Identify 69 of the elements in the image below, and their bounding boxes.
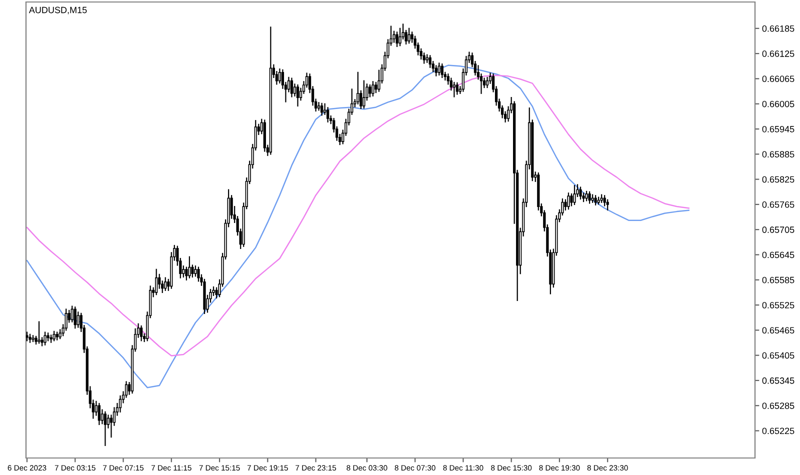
y-tick-label: 0.65705 (762, 226, 794, 233)
candlestick (98, 402, 101, 426)
candlestick (104, 411, 107, 446)
candlestick (362, 80, 366, 109)
y-tick-label: 0.65825 (762, 176, 794, 183)
candlestick (408, 28, 410, 44)
candlestick (573, 185, 576, 205)
y-tick-label: 0.66185 (762, 25, 794, 32)
candlestick (456, 82, 459, 95)
y-tick-label: 0.65285 (762, 402, 794, 409)
candlestick (185, 266, 188, 280)
candlestick (438, 62, 440, 76)
y-tick-label: 0.65465 (762, 327, 794, 334)
candlestick (215, 287, 218, 298)
candlestick (372, 81, 374, 96)
candlestick (374, 82, 378, 94)
candlestick (197, 266, 200, 282)
candlestick (188, 256, 191, 278)
candlestick (74, 306, 76, 329)
candlestick (434, 65, 438, 76)
candlestick (606, 199, 609, 210)
y-tick-label: 0.65765 (762, 201, 794, 208)
candlestick (564, 199, 567, 210)
y-tick-label: 0.65945 (762, 126, 794, 132)
candlestick (320, 102, 324, 116)
y-tick-label: 0.65885 (762, 151, 794, 158)
candlestick (296, 84, 300, 106)
y-tick-label: 0.66065 (762, 76, 794, 82)
candlestick (567, 192, 570, 210)
candlestick (52, 330, 56, 342)
candlestick (398, 28, 402, 46)
y-tick-label: 0.65225 (762, 428, 794, 434)
candlestick (155, 268, 158, 296)
candlestick (452, 82, 456, 98)
y-tick-label: 0.65585 (762, 276, 794, 284)
candlestick (356, 72, 360, 104)
candlestick (368, 84, 372, 98)
y-tick-label: 0.66005 (762, 100, 794, 108)
candlestick (76, 312, 80, 328)
candlestick (588, 191, 591, 204)
candlestick (140, 325, 143, 342)
candlestick (579, 186, 582, 200)
candlestick (44, 332, 46, 346)
candlestick (570, 193, 573, 206)
candlestick (585, 190, 588, 202)
candlestick (118, 395, 122, 412)
candlestick (428, 55, 432, 68)
candlestick (317, 102, 320, 111)
candlestick (38, 321, 40, 344)
y-tick-label: 0.65345 (762, 377, 794, 384)
candlestick (158, 274, 161, 289)
candlestick (440, 63, 444, 78)
candlestick (326, 107, 330, 122)
candlestick (594, 195, 597, 206)
candlestick (164, 277, 167, 291)
y-tick-label: 0.65405 (762, 352, 794, 359)
candlestick (191, 264, 194, 278)
candlestick (323, 103, 326, 115)
candlestick (422, 52, 426, 64)
candlestick (290, 78, 294, 98)
candlestick (70, 306, 74, 322)
y-tick-label: 0.65645 (762, 252, 794, 258)
candlestick (194, 265, 197, 277)
candlestick (603, 195, 606, 206)
chart-title: AUDUSD,M15 (28, 6, 87, 14)
candlestick (396, 32, 398, 47)
candlestick (486, 76, 489, 88)
y-tick-label: 0.66125 (762, 50, 794, 57)
y-tick-label: 0.65525 (762, 302, 794, 308)
